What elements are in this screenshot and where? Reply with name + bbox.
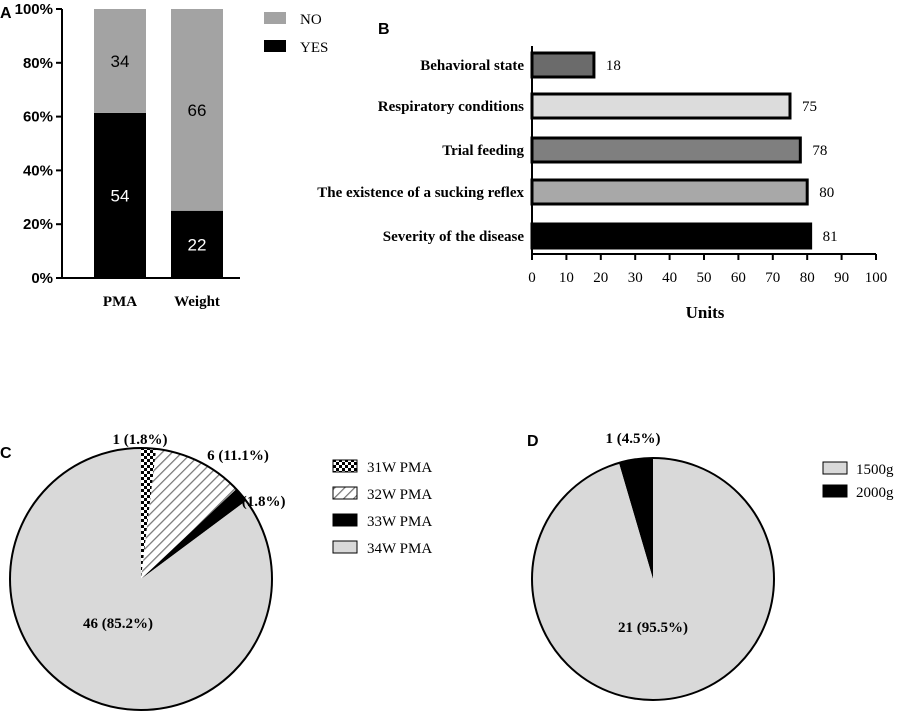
pie-c-label-34w: 46 (85.2%)	[83, 616, 153, 632]
data-label-pma-yes: 54	[111, 186, 130, 205]
legend-label-33w-pma: 33W PMA	[367, 514, 432, 530]
y-tick-label: 40%	[23, 162, 53, 179]
pie-d-slice-2000g	[618, 458, 653, 579]
pie-d-outline	[531, 457, 775, 701]
bar-weight-no	[171, 9, 223, 211]
pie-c-label-31w: 1 (1.8%)	[113, 432, 168, 448]
bar-weight-yes	[171, 210, 223, 278]
legend-label-31w-pma: 31W PMA	[367, 460, 432, 476]
bar-pma-no	[94, 9, 146, 113]
panel-d-pie-chart: D 1 (4.5%) 21 (95.5%) 1500g 2000g	[527, 431, 894, 701]
legend-swatch-33w-pma	[332, 513, 358, 527]
y-tick-label: 60%	[23, 109, 53, 126]
y-tick-label: 20%	[23, 216, 53, 233]
legend-swatch-32w-pma	[332, 486, 358, 500]
panel-c-pie-chart: C 1 (1.8%) 6 (11.1%) 1 (1.8%) 46 (85.2%)…	[0, 432, 432, 711]
y-tick-label: 100%	[15, 1, 53, 18]
pie-d-label-2000g: 1 (4.5%)	[606, 431, 661, 447]
legend-label-34w-pma: 34W PMA	[367, 541, 432, 557]
panel-b-horizontal-bar-chart: B 18 Behavioral state 75 Respiratory condit…	[317, 21, 887, 322]
pie-c-slice-34w-pma	[10, 448, 273, 710]
x-tick-label: 0	[528, 270, 536, 286]
category-label-trial-feeding: Trial feeding	[442, 143, 524, 159]
x-tick-label: 100	[865, 270, 888, 286]
pie-c-outline	[9, 447, 273, 711]
x-tick-label: 50	[697, 270, 712, 286]
x-tick-label: 10	[559, 270, 574, 286]
category-label-behavioral-state: Behavioral state	[420, 58, 524, 74]
category-label-severity-of-the-disease: Severity of the disease	[383, 229, 525, 245]
x-tick-label: 60	[731, 270, 746, 286]
data-label-the-existence-of-a-sucking-reflex: 80	[819, 185, 834, 201]
data-label-respiratory-conditions: 75	[802, 99, 817, 115]
pie-d-slice-1500g	[531, 458, 774, 700]
data-label-severity-of-the-disease: 81	[823, 229, 838, 245]
data-label-weight-yes: 22	[188, 235, 207, 254]
data-label-trial-feeding: 78	[812, 143, 827, 159]
legend-swatch-31w-pma	[332, 459, 358, 473]
data-label-pma-no: 34	[111, 52, 130, 71]
x-tick-label: 90	[834, 270, 849, 286]
bar-the-existence-of-a-sucking-reflex	[530, 178, 809, 206]
pie-c-label-32w: 6 (11.1%)	[207, 448, 269, 464]
pie-c-slice-33w-pma	[141, 489, 247, 579]
panel-d-letter: D	[527, 433, 539, 450]
legend-swatch-34w-pma	[332, 540, 358, 554]
x-tick-label-pma: PMA	[103, 294, 137, 310]
panel-a-letter: A	[0, 5, 12, 22]
data-label-behavioral-state: 18	[606, 58, 621, 74]
panel-a-stacked-bar-chart: A 54 34 PMA 22 66 Weight 0% 20% 40% 60% 80% 100% N…	[0, 1, 328, 310]
x-tick-label: 70	[765, 270, 780, 286]
legend-swatch-no	[264, 12, 286, 24]
bar-trial-feeding	[530, 136, 802, 164]
legend-label-no: NO	[300, 12, 322, 28]
y-tick-label: 80%	[23, 55, 53, 72]
panel-c-letter: C	[0, 445, 12, 462]
x-tick-label: 20	[593, 270, 608, 286]
panel-b-letter: B	[378, 21, 390, 38]
category-label-respiratory-conditions: Respiratory conditions	[378, 99, 524, 115]
legend-label-yes: YES	[300, 40, 328, 56]
x-tick-label-weight: Weight	[174, 294, 220, 310]
pie-d-label-1500g: 21 (95.5%)	[618, 620, 688, 636]
bar-pma-yes	[94, 112, 146, 278]
pie-c-slice-32w-pma	[141, 448, 237, 579]
x-tick-label: 80	[800, 270, 815, 286]
x-tick-label: 40	[662, 270, 677, 286]
legend-label-1500g: 1500g	[856, 462, 894, 478]
legend-swatch-yes	[264, 40, 286, 52]
y-tick-label: 0%	[31, 270, 53, 287]
legend-label-2000g: 2000g	[856, 485, 894, 501]
bar-behavioral-state	[530, 51, 596, 79]
pie-c-slice-31w-pma	[141, 448, 157, 579]
pie-c-label-33w: 1 (1.8%)	[231, 494, 286, 510]
panel-b-x-axis-label: Units	[686, 303, 725, 322]
bar-severity-of-the-disease	[530, 222, 813, 250]
data-label-weight-no: 66	[188, 101, 207, 120]
legend-swatch-2000g	[822, 484, 848, 498]
legend-swatch-1500g	[822, 461, 848, 475]
legend-label-32w-pma: 32W PMA	[367, 487, 432, 503]
x-tick-label: 30	[628, 270, 643, 286]
category-label-the-existence-of-a-sucking-reflex: The existence of a sucking reflex	[317, 185, 524, 201]
bar-respiratory-conditions	[530, 92, 792, 120]
